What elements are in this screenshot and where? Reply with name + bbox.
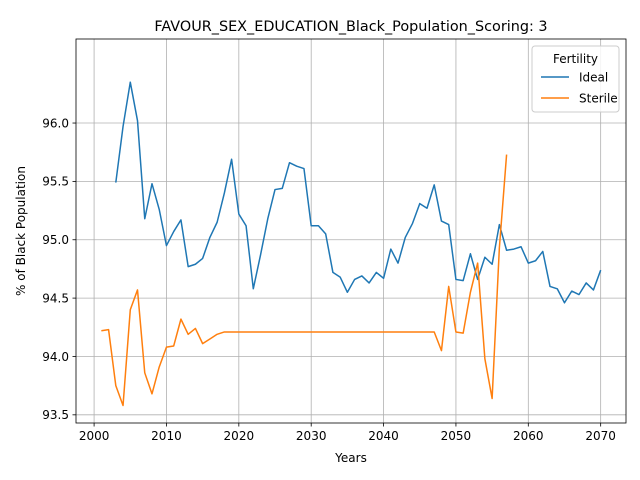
x-tick-label: 2030	[296, 429, 327, 443]
y-tick-label: 94.5	[42, 291, 69, 305]
y-tick-label: 96.0	[42, 116, 69, 130]
y-tick-label: 93.5	[42, 408, 69, 422]
x-tick-label: 2010	[151, 429, 182, 443]
y-tick-label: 95.5	[42, 175, 69, 189]
x-axis-label: Years	[334, 451, 367, 465]
y-axis-label: % of Black Population	[14, 166, 28, 296]
x-tick-label: 2040	[368, 429, 399, 443]
y-tick-label: 94.0	[42, 350, 69, 364]
x-tick-label: 2020	[224, 429, 255, 443]
series-line-sterile	[101, 155, 506, 406]
y-axis-ticks: 93.5 94.0 94.5 95.0 95.5 96.0	[42, 116, 76, 422]
series-lines	[101, 82, 600, 405]
x-tick-label: 2070	[585, 429, 616, 443]
x-tick-label: 2000	[79, 429, 110, 443]
legend-label-sterile: Sterile	[579, 91, 618, 105]
x-tick-label: 2050	[441, 429, 472, 443]
chart-title: FAVOUR_SEX_EDUCATION_Black_Population_Sc…	[154, 19, 547, 35]
x-tick-label: 2060	[513, 429, 544, 443]
legend-title: Fertility	[553, 52, 598, 66]
legend-label-ideal: Ideal	[579, 70, 608, 84]
legend: Fertility Ideal Sterile	[532, 46, 619, 112]
y-tick-label: 95.0	[42, 233, 69, 247]
x-axis-ticks: 2000 2010 2020 2030 2040 2050 2060 2070	[79, 423, 616, 443]
